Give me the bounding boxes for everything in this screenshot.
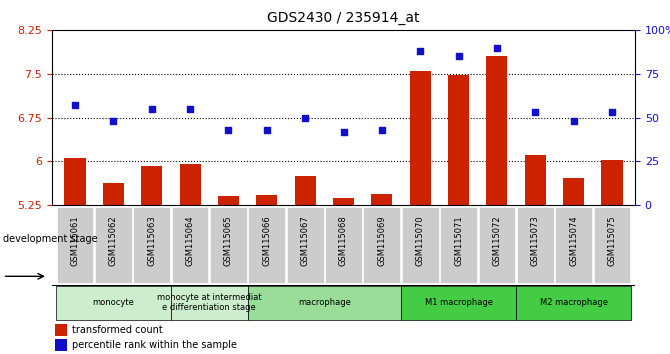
Point — [568, 118, 579, 124]
FancyBboxPatch shape — [594, 207, 630, 284]
Bar — [180, 164, 200, 205]
Title: GDS2430 / 235914_at: GDS2430 / 235914_at — [267, 11, 419, 25]
Point — [530, 109, 541, 115]
FancyBboxPatch shape — [249, 207, 285, 284]
Text: GSM115061: GSM115061 — [70, 216, 80, 266]
Bar — [55, 324, 66, 336]
Text: percentile rank within the sample: percentile rank within the sample — [72, 341, 237, 350]
FancyBboxPatch shape — [402, 207, 439, 284]
Point — [185, 106, 196, 112]
Text: GSM115075: GSM115075 — [608, 216, 616, 266]
Text: monocyte at intermediat
e differentiation stage: monocyte at intermediat e differentiatio… — [157, 293, 261, 312]
FancyBboxPatch shape — [172, 207, 208, 284]
Text: GSM115066: GSM115066 — [262, 216, 271, 266]
Point — [70, 102, 80, 108]
FancyBboxPatch shape — [555, 207, 592, 284]
Bar — [256, 195, 277, 205]
Text: GSM115071: GSM115071 — [454, 216, 463, 266]
Bar — [486, 56, 507, 205]
Point — [146, 106, 157, 112]
FancyBboxPatch shape — [363, 207, 400, 284]
Point — [492, 45, 502, 50]
Text: M2 macrophage: M2 macrophage — [539, 298, 608, 307]
Text: GSM115070: GSM115070 — [415, 216, 425, 266]
Point — [377, 127, 387, 133]
Point — [261, 127, 272, 133]
Text: transformed count: transformed count — [72, 325, 163, 335]
Point — [415, 48, 425, 54]
FancyBboxPatch shape — [517, 207, 553, 284]
Bar — [409, 71, 431, 205]
Bar — [295, 176, 316, 205]
Text: GSM115074: GSM115074 — [569, 216, 578, 266]
Text: GSM115062: GSM115062 — [109, 216, 118, 266]
FancyBboxPatch shape — [325, 207, 362, 284]
Text: GSM115073: GSM115073 — [531, 216, 540, 266]
FancyBboxPatch shape — [133, 207, 170, 284]
Text: macrophage: macrophage — [298, 298, 351, 307]
Bar — [602, 160, 622, 205]
FancyBboxPatch shape — [287, 207, 324, 284]
FancyBboxPatch shape — [248, 286, 401, 320]
Text: GSM115072: GSM115072 — [492, 216, 501, 266]
Point — [338, 129, 349, 134]
Bar — [333, 198, 354, 205]
Text: GSM115068: GSM115068 — [339, 216, 348, 266]
FancyBboxPatch shape — [440, 207, 477, 284]
FancyBboxPatch shape — [478, 207, 515, 284]
Bar — [55, 339, 66, 351]
FancyBboxPatch shape — [95, 207, 132, 284]
FancyBboxPatch shape — [516, 286, 631, 320]
FancyBboxPatch shape — [210, 207, 247, 284]
Bar — [525, 155, 546, 205]
Bar — [103, 183, 124, 205]
Bar — [218, 196, 239, 205]
Point — [453, 53, 464, 59]
Bar — [563, 178, 584, 205]
FancyBboxPatch shape — [56, 207, 93, 284]
Bar — [371, 194, 393, 205]
Text: GSM115067: GSM115067 — [301, 216, 310, 266]
Point — [108, 118, 119, 124]
FancyBboxPatch shape — [56, 286, 171, 320]
Text: development stage: development stage — [3, 234, 97, 245]
Point — [606, 109, 617, 115]
Point — [299, 115, 310, 120]
Text: GSM115064: GSM115064 — [186, 216, 194, 266]
Text: GSM115063: GSM115063 — [147, 216, 156, 266]
Point — [223, 127, 234, 133]
Text: monocyte: monocyte — [92, 298, 134, 307]
Text: GSM115065: GSM115065 — [224, 216, 233, 266]
Bar — [448, 75, 469, 205]
Text: GSM115069: GSM115069 — [377, 216, 387, 266]
Bar — [64, 158, 86, 205]
FancyBboxPatch shape — [401, 286, 516, 320]
Bar — [141, 166, 162, 205]
Text: M1 macrophage: M1 macrophage — [425, 298, 492, 307]
FancyBboxPatch shape — [171, 286, 248, 320]
